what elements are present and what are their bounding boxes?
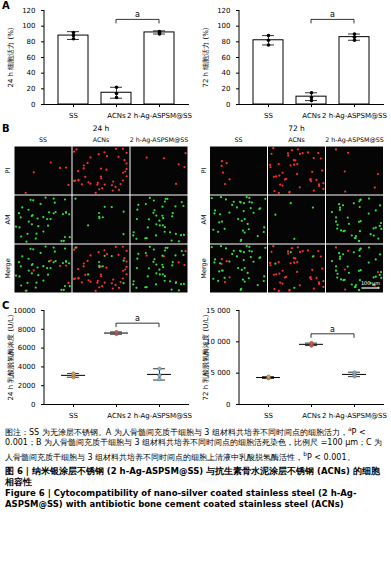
svg-text:ACNs: ACNs <box>107 412 126 420</box>
svg-text:PI: PI <box>200 168 208 174</box>
svg-text:B: B <box>2 123 10 134</box>
svg-text:100: 100 <box>22 22 35 30</box>
svg-text:80: 80 <box>222 38 231 46</box>
svg-text:0: 0 <box>31 401 35 409</box>
svg-text:a: a <box>135 314 140 323</box>
svg-text:24 h 乳酸脱氢酶浓度 (U/L): 24 h 乳酸脱氢酶浓度 (U/L) <box>7 314 15 400</box>
svg-text:a: a <box>330 325 335 334</box>
svg-text:40: 40 <box>222 69 231 77</box>
svg-text:120: 120 <box>22 7 35 15</box>
svg-text:SS: SS <box>264 112 273 120</box>
html-text:A: A <box>2 0 10 11</box>
svg-text:Merge: Merge <box>4 258 12 278</box>
svg-text:5 000: 5 000 <box>210 369 230 377</box>
svg-text:10000: 10000 <box>13 307 35 315</box>
svg-text:120: 120 <box>217 7 230 15</box>
svg-text:0: 0 <box>226 401 230 409</box>
svg-text:SS: SS <box>264 412 273 420</box>
svg-text:a: a <box>135 10 140 19</box>
svg-text:4000: 4000 <box>18 363 36 371</box>
svg-text:Merge: Merge <box>200 258 208 278</box>
html-text:C: C <box>2 300 10 311</box>
svg-text:ACNs: ACNs <box>302 112 321 120</box>
svg-text:2 h-Ag-ASPSM@SS: 2 h-Ag-ASPSM@SS <box>127 112 192 120</box>
svg-text:SS: SS <box>69 112 78 120</box>
html-text:图 6 | 纳米银涂层不锈钢 (2 h-Ag-ASPSM@S: 图 6 | 纳米银涂层不锈钢 (2 h-Ag-ASPSM@SS) 与抗生素骨水泥… <box>5 465 380 487</box>
html-text:图注：SS 为无涂层不锈钢。A 为人骨髓间充质干细胞与 3: 图注：SS 为无涂层不锈钢。A 为人骨髓间充质干细胞与 3 组材料共培养不同时间… <box>5 425 383 462</box>
svg-text:100: 100 <box>217 22 230 30</box>
svg-text:AM: AM <box>4 214 12 224</box>
svg-text:ACNs: ACNs <box>93 136 110 143</box>
svg-text:SS: SS <box>69 412 78 420</box>
svg-text:6000: 6000 <box>18 344 36 352</box>
svg-text:20: 20 <box>27 85 36 93</box>
svg-text:ACNs: ACNs <box>302 412 321 420</box>
svg-text:72 h 细胞活力 (%): 72 h 细胞活力 (%) <box>202 27 210 87</box>
svg-text:60: 60 <box>222 54 231 62</box>
svg-text:2 h-Ag-ASPSM@SS: 2 h-Ag-ASPSM@SS <box>322 112 387 120</box>
svg-text:8000: 8000 <box>18 326 36 334</box>
svg-text:2 h-Ag-ASPSM@SS: 2 h-Ag-ASPSM@SS <box>127 412 192 420</box>
svg-text:0: 0 <box>31 101 35 109</box>
svg-text:a: a <box>330 10 335 19</box>
svg-text:60: 60 <box>27 54 36 62</box>
svg-text:0: 0 <box>226 101 230 109</box>
svg-text:ACNs: ACNs <box>288 136 305 143</box>
svg-text:72 h 乳酸脱氢酶浓度 (U/L): 72 h 乳酸脱氢酶浓度 (U/L) <box>202 314 210 400</box>
svg-text:2 h-Ag-ASPSM@SS: 2 h-Ag-ASPSM@SS <box>130 136 188 144</box>
svg-text:40: 40 <box>27 69 36 77</box>
svg-text:80: 80 <box>27 38 36 46</box>
svg-text:PI: PI <box>4 168 12 174</box>
svg-text:SS: SS <box>235 136 243 143</box>
svg-text:SS: SS <box>39 136 47 143</box>
svg-text:2 h-Ag-ASPSM@SS: 2 h-Ag-ASPSM@SS <box>325 136 383 144</box>
svg-text:10 000: 10 000 <box>206 338 231 347</box>
svg-text:2 h-Ag-ASPSM@SS: 2 h-Ag-ASPSM@SS <box>322 412 387 420</box>
svg-text:AM: AM <box>200 214 208 224</box>
svg-text:2000: 2000 <box>18 382 36 390</box>
svg-text:20: 20 <box>222 85 231 93</box>
svg-text:24 h 细胞活力 (%): 24 h 细胞活力 (%) <box>7 27 15 87</box>
svg-text:72 h: 72 h <box>288 124 305 133</box>
svg-text:100 μm: 100 μm <box>361 280 380 287</box>
svg-text:ACNs: ACNs <box>107 112 126 120</box>
svg-text:15 000: 15 000 <box>206 307 231 315</box>
html-text:Figure 6 | Cytocompatibility o: Figure 6 | Cytocompatibility of nano-sil… <box>5 487 357 509</box>
svg-text:24 h: 24 h <box>93 124 110 133</box>
